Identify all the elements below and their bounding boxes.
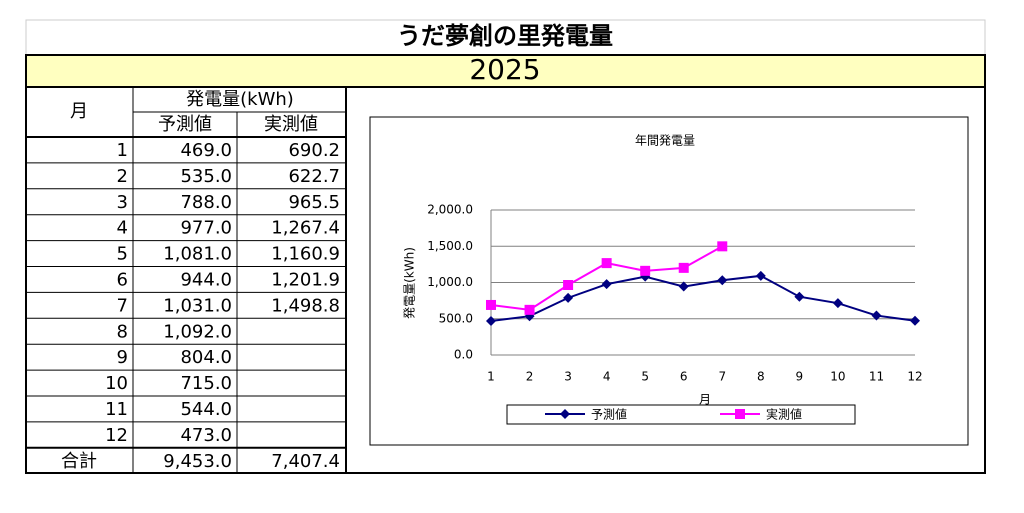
table-cell: 1 bbox=[117, 140, 128, 161]
table-cell: 965.5 bbox=[288, 192, 340, 213]
header-forecast: 予測値 bbox=[158, 114, 212, 135]
chart-frame bbox=[369, 116, 969, 446]
year: 2025 bbox=[469, 53, 540, 86]
header-generation: 発電量(kWh) bbox=[186, 89, 294, 110]
table-cell: 622.7 bbox=[288, 166, 340, 187]
legend bbox=[506, 404, 856, 425]
marker bbox=[755, 270, 766, 281]
table-cell: 10 bbox=[105, 373, 128, 394]
marker bbox=[563, 280, 574, 291]
table-cell: 788.0 bbox=[180, 192, 232, 213]
x-tick-label: 4 bbox=[603, 370, 611, 384]
x-tick-label: 2 bbox=[526, 370, 534, 384]
table-cell: 1,201.9 bbox=[271, 269, 340, 290]
x-axis-label: 月 bbox=[699, 393, 711, 407]
title-row bbox=[25, 19, 986, 56]
x-tick-label: 5 bbox=[641, 370, 649, 384]
table-cell: 5 bbox=[117, 244, 128, 265]
x-tick-label: 6 bbox=[680, 370, 688, 384]
table-cell: 1,092.0 bbox=[163, 321, 232, 342]
table-cell: 1,160.9 bbox=[271, 244, 340, 265]
x-tick-label: 11 bbox=[869, 370, 884, 384]
table-cell: 690.2 bbox=[288, 140, 340, 161]
x-tick-label: 12 bbox=[907, 370, 922, 384]
marker bbox=[871, 310, 882, 321]
legend-label: 予測値 bbox=[591, 407, 627, 422]
table-cell: 6 bbox=[117, 269, 128, 290]
table-cell: 2 bbox=[117, 166, 128, 187]
table-cell: 469.0 bbox=[180, 140, 232, 161]
marker bbox=[601, 279, 612, 290]
marker bbox=[640, 265, 651, 276]
y-tick-label: 500.0 bbox=[439, 311, 473, 325]
y-tick-label: 0.0 bbox=[454, 348, 473, 362]
x-tick-label: 3 bbox=[564, 370, 572, 384]
table-cell: 4 bbox=[117, 218, 128, 239]
x-tick-label: 7 bbox=[718, 370, 726, 384]
total-cell: 合計 bbox=[61, 451, 97, 472]
y-tick-label: 1,500.0 bbox=[427, 239, 473, 253]
table-cell: 1,031.0 bbox=[163, 295, 232, 316]
table-cell: 7 bbox=[117, 295, 128, 316]
table-cell: 1,498.8 bbox=[271, 295, 340, 316]
table-cell: 1,081.0 bbox=[163, 244, 232, 265]
table-cell: 544.0 bbox=[180, 399, 232, 420]
table-cell: 977.0 bbox=[180, 218, 232, 239]
marker bbox=[486, 299, 496, 310]
x-tick-label: 9 bbox=[796, 370, 804, 384]
total-cell: 7,407.4 bbox=[271, 451, 340, 472]
table-cell: 12 bbox=[105, 425, 128, 446]
marker bbox=[717, 275, 728, 286]
y-tick-label: 2,000.0 bbox=[427, 203, 473, 217]
marker bbox=[717, 241, 728, 252]
x-tick-label: 1 bbox=[487, 370, 495, 384]
x-tick-label: 8 bbox=[757, 370, 765, 384]
table-cell: 944.0 bbox=[180, 269, 232, 290]
year-row bbox=[25, 54, 986, 88]
header-month: 月 bbox=[70, 101, 88, 122]
table-cell: 9 bbox=[117, 347, 128, 368]
marker bbox=[910, 315, 920, 326]
table-cell: 8 bbox=[117, 321, 128, 342]
marker bbox=[794, 291, 805, 302]
table-cell: 804.0 bbox=[180, 347, 232, 368]
chart-title: 年間発電量 bbox=[635, 134, 695, 148]
header-actual: 実測値 bbox=[264, 114, 318, 135]
legend-label: 実測値 bbox=[766, 407, 802, 422]
series-line bbox=[490, 274, 916, 322]
marker bbox=[678, 281, 689, 292]
marker bbox=[678, 262, 689, 273]
marker bbox=[560, 409, 570, 419]
table-cell: 11 bbox=[105, 399, 128, 420]
total-cell: 9,453.0 bbox=[163, 451, 232, 472]
table-cell: 473.0 bbox=[180, 425, 232, 446]
table-cell: 1,267.4 bbox=[271, 218, 340, 239]
y-axis-label: 発電量(kWh) bbox=[403, 247, 417, 319]
marker bbox=[486, 315, 496, 326]
marker bbox=[524, 304, 535, 315]
body-frame bbox=[25, 86, 986, 474]
marker bbox=[735, 409, 745, 419]
table-cell: 535.0 bbox=[180, 166, 232, 187]
x-tick-label: 10 bbox=[830, 370, 845, 384]
table-cell: 715.0 bbox=[180, 373, 232, 394]
sheet-title: うだ夢創の里発電量 bbox=[397, 22, 613, 50]
y-tick-label: 1,000.0 bbox=[427, 275, 473, 289]
table-cell: 3 bbox=[117, 192, 128, 213]
marker bbox=[601, 258, 612, 269]
marker bbox=[832, 298, 843, 309]
marker bbox=[563, 292, 574, 303]
